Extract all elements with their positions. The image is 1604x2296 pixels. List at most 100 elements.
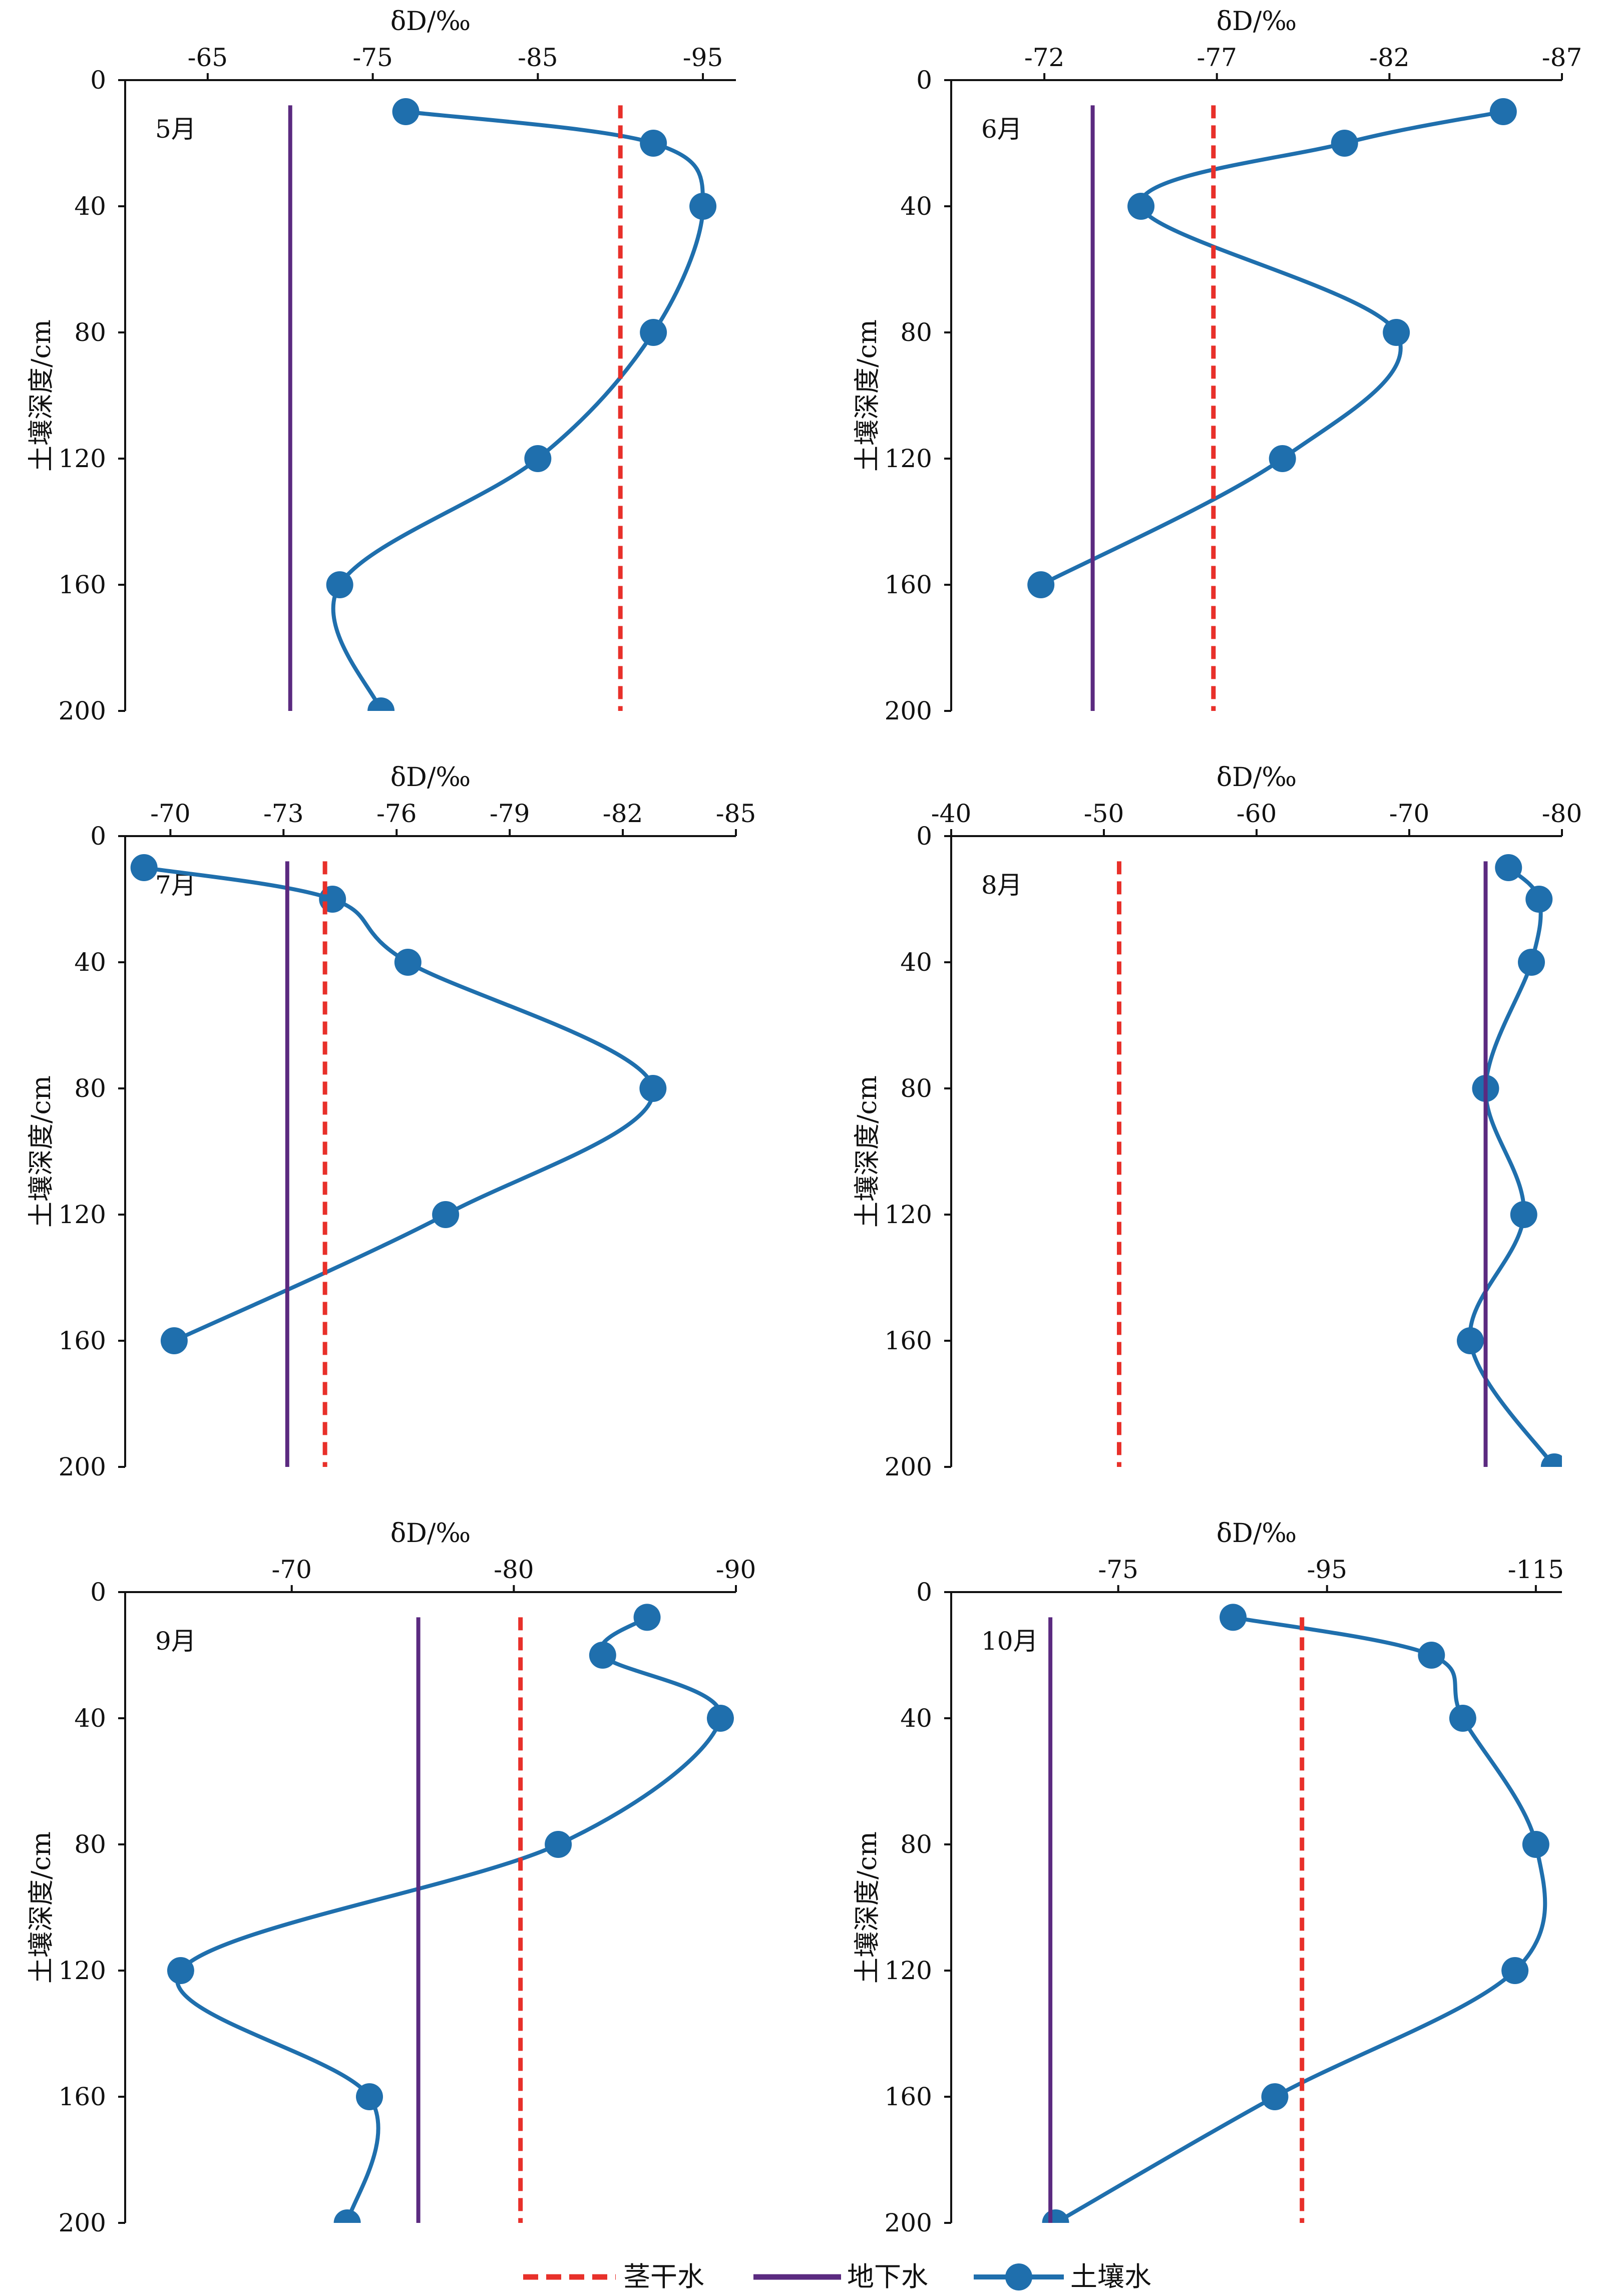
plot-area (1042, 1604, 1549, 2223)
x-tick-label: -85 (716, 799, 756, 828)
panel-5: -70 -80 -90 0 40 80 120 160 200 δD/‰ 土壤深度/cm 9月 (27, 1518, 756, 2237)
x-tick-label: -90 (716, 1555, 756, 1584)
x-tick-label: -72 (1024, 43, 1065, 72)
y-tick-label: 200 (59, 2208, 106, 2237)
panel-2: -72 -77 -82 -87 0 40 80 120 160 200 δD/‰ 土壤深度/cm 6月 (853, 7, 1582, 725)
soil-water-point (640, 130, 667, 157)
soil-water-point (432, 1201, 460, 1228)
soil-water-point (326, 571, 353, 598)
panel-6: -75 -95 -115 0 40 80 120 160 200 δD/‰ 土壤深度/cm 10月 (853, 1518, 1564, 2237)
soil-water-line (142, 866, 655, 1343)
legend-ground-label: 地下水 (847, 2261, 928, 2292)
soil-water-point (1418, 1642, 1445, 1669)
soil-water-line (175, 1615, 723, 2223)
y-tick-label: 160 (885, 2082, 932, 2111)
x-axis-title: δD/‰ (390, 7, 471, 37)
x-tick-label: -73 (263, 799, 304, 828)
panel-month-label: 8月 (981, 871, 1022, 900)
soil-water-point (1220, 1604, 1247, 1631)
y-tick-label: 160 (885, 1326, 932, 1355)
soil-water-point (333, 2209, 361, 2223)
y-tick-label: 80 (74, 1074, 106, 1103)
soil-water-point (1449, 1705, 1476, 1732)
x-tick-label: -70 (1389, 799, 1430, 828)
soil-water-point (392, 98, 420, 125)
x-tick-label: -70 (150, 799, 191, 828)
y-tick-label: 0 (916, 1578, 932, 1607)
soil-water-point (1489, 98, 1517, 125)
legend-soil-marker (1005, 2263, 1032, 2290)
soil-water-point (633, 1604, 661, 1631)
x-tick-label: -85 (518, 43, 558, 72)
x-tick-label: -60 (1237, 799, 1277, 828)
y-tick-label: 40 (74, 192, 106, 221)
y-tick-label: 80 (900, 1830, 932, 1859)
plot-area (288, 98, 717, 711)
x-tick-label: -95 (683, 43, 723, 72)
soil-water-point (1383, 319, 1410, 346)
y-tick-label: 120 (885, 444, 932, 473)
soil-water-point (1540, 1453, 1562, 1467)
y-axis-title: 土壤深度/cm (853, 319, 883, 472)
x-tick-label: -70 (271, 1555, 312, 1584)
y-tick-label: 80 (74, 318, 106, 347)
x-tick-label: -87 (1542, 43, 1582, 72)
x-tick-label: -50 (1084, 799, 1124, 828)
x-tick-label: -95 (1307, 1555, 1348, 1584)
soil-water-point (1027, 571, 1055, 598)
x-tick-label: -80 (494, 1555, 534, 1584)
y-tick-label: 0 (916, 66, 932, 95)
soil-water-point (167, 1957, 194, 1984)
y-axis-title: 土壤深度/cm (27, 319, 57, 472)
y-axis-title: 土壤深度/cm (27, 1075, 57, 1228)
panel-month-label: 6月 (981, 115, 1022, 144)
y-tick-label: 40 (74, 1704, 106, 1733)
soil-water-point (1510, 1201, 1537, 1228)
x-tick-label: -80 (1542, 799, 1582, 828)
soil-water-point (394, 949, 422, 976)
x-tick-label: -76 (376, 799, 417, 828)
y-tick-label: 0 (916, 822, 932, 851)
y-tick-label: 80 (74, 1830, 106, 1859)
y-tick-label: 120 (885, 1956, 932, 1985)
plot-area (1027, 98, 1517, 711)
soil-water-point (589, 1642, 616, 1669)
y-tick-label: 120 (59, 1956, 106, 1985)
y-tick-label: 160 (59, 1326, 106, 1355)
x-axis-title: δD/‰ (390, 762, 471, 793)
y-tick-label: 40 (900, 1704, 932, 1733)
soil-water-point (1525, 886, 1553, 913)
y-tick-label: 0 (90, 822, 106, 851)
y-tick-label: 160 (885, 570, 932, 599)
x-tick-label: -115 (1508, 1555, 1564, 1584)
y-tick-label: 200 (885, 2208, 932, 2237)
x-tick-label: -82 (1369, 43, 1410, 72)
y-tick-label: 120 (885, 1200, 932, 1229)
soil-water-point (639, 1075, 667, 1102)
legend-stem-label: 茎干水 (623, 2261, 704, 2292)
y-tick-label: 160 (59, 570, 106, 599)
y-tick-label: 0 (90, 66, 106, 95)
y-tick-label: 120 (59, 444, 106, 473)
y-tick-label: 80 (900, 318, 932, 347)
soil-water-point (1127, 193, 1155, 220)
plot-area (130, 854, 667, 1467)
soil-water-point (640, 319, 667, 346)
x-axis-title: δD/‰ (1217, 762, 1297, 793)
y-tick-label: 40 (74, 948, 106, 977)
x-tick-label: -75 (1098, 1555, 1138, 1584)
legend: 茎干水 地下水 土壤水 (523, 2261, 1151, 2292)
panel-3: -70 -73 -76 -79 -82 -85 0 40 80 120 160 200 δD/‰ 土壤深度… (27, 762, 756, 1481)
soil-water-point (1261, 2083, 1289, 2110)
x-axis-title: δD/‰ (1217, 7, 1297, 37)
x-tick-label: -40 (931, 799, 972, 828)
y-tick-label: 80 (900, 1074, 932, 1103)
panel-1: -65 -75 -85 -95 0 40 80 120 160 200 δD/‰ 土壤深度/cm 5月 (27, 7, 736, 725)
y-tick-label: 0 (90, 1578, 106, 1607)
y-axis-title: 土壤深度/cm (853, 1831, 883, 1984)
y-tick-label: 200 (59, 696, 106, 725)
soil-water-point (1522, 1831, 1549, 1858)
soil-water-point (160, 1327, 188, 1354)
soil-water-point (1042, 2209, 1069, 2223)
